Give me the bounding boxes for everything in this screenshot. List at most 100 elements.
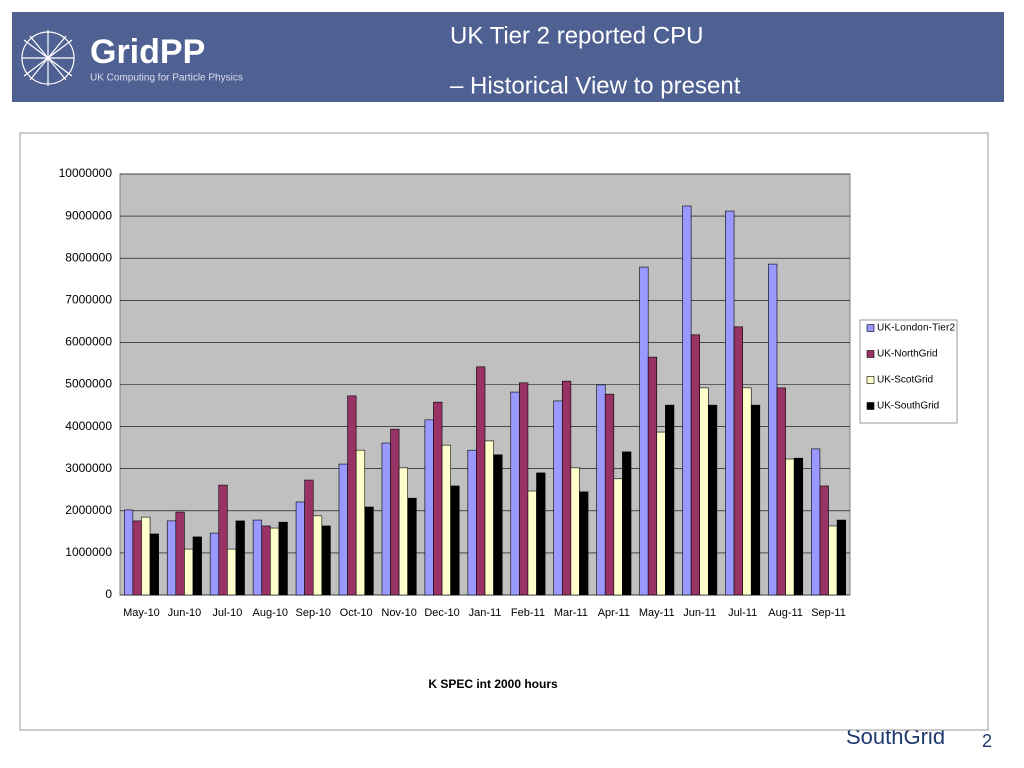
bar [433,401,443,596]
logo: GridPP [90,33,205,71]
bar [441,444,451,596]
x-tick-label: Jul-10 [212,607,242,619]
bar [768,263,778,596]
bar [227,548,237,596]
x-tick-label: Sep-10 [295,607,330,619]
x-tick-label: Jul-11 [728,607,757,619]
bar [381,442,391,596]
x-tick-label: Dec-10 [424,607,459,619]
title-line: – Historical View to present [450,72,741,99]
bar [355,449,366,596]
bar [347,395,357,596]
bar [184,548,194,596]
x-tick-label: Apr-11 [598,607,630,619]
x-tick-label: Nov-10 [381,607,416,619]
x-tick-label: Oct-10 [340,607,373,619]
bar [793,457,804,596]
bar [622,451,632,596]
bar [269,527,280,596]
bar [484,440,494,596]
bar [639,266,649,596]
bar [742,387,752,596]
bar [828,525,838,596]
bar [561,380,572,596]
bar [707,404,718,596]
logo-subtitle: UK Computing for Particle Physics [90,73,243,84]
bar [312,515,323,596]
bar [390,428,400,596]
x-tick-label: Jun-11 [683,607,716,619]
bar [321,525,331,596]
bar [493,454,503,596]
bar [776,387,786,596]
bar [750,404,761,596]
bar [278,521,288,596]
bar [785,458,795,596]
bar [166,520,177,596]
bar [527,490,537,596]
bar [665,404,675,596]
x-tick-label: Aug-11 [768,607,803,619]
bar [235,520,245,596]
y-tick-label: 4000000 [65,419,112,433]
y-tick-label: 8000000 [65,250,112,264]
bar [811,448,821,596]
bar [252,519,263,596]
bar [690,334,701,596]
title-line: UK Tier 2 reported CPU [450,22,703,49]
bar [682,205,692,596]
bar [836,519,847,596]
y-tick-label: 1000000 [65,545,112,559]
bar [733,326,743,596]
bar [467,449,477,596]
bar [579,491,589,596]
x-tick-label: Jun-10 [168,607,202,619]
bar [510,391,520,596]
legend-box [859,319,958,424]
bar [338,463,348,596]
legend-swatch [866,324,875,332]
bar [398,467,409,596]
bar [149,533,159,596]
bar [450,485,460,596]
legend-swatch [866,376,875,384]
legend-swatch [866,350,875,358]
x-tick-label: Feb-11 [511,607,545,619]
x-tick-label: May-10 [123,607,160,619]
y-tick-label: 5000000 [65,377,112,391]
y-tick-label: 0 [105,587,112,601]
bar [261,525,271,596]
bar [519,382,529,596]
y-tick-label: 2000000 [65,503,112,517]
x-tick-label: May-11 [639,607,675,619]
legend-swatch [866,402,875,410]
bar [613,478,623,596]
bar [596,384,606,596]
legend-label: UK-ScotGrid [877,375,933,386]
y-tick-label: 10000000 [59,166,113,180]
bar [192,536,202,596]
bar [553,400,563,596]
y-tick-label: 3000000 [65,461,112,475]
x-tick-label: Mar-11 [554,607,588,619]
legend-label: UK-NorthGrid [877,349,938,360]
x-tick-label: Jan-11 [469,607,502,619]
x-tick-label: Sep-11 [811,607,846,619]
bar [407,497,417,596]
x-axis-label: K SPEC int 2000 hours [428,677,558,691]
y-tick-label: 9000000 [65,208,112,222]
legend-label: UK-SouthGrid [877,401,939,412]
legend-label: UK-London-Tier2 [877,323,955,334]
bar [141,516,151,596]
page-number: 2 [982,731,992,751]
bar [218,484,228,596]
y-tick-label: 7000000 [65,292,112,306]
bar [304,479,314,596]
bar [175,511,185,596]
bar [604,393,615,596]
bar [725,210,735,596]
bar [295,501,305,596]
bar [647,356,658,596]
bar [536,472,546,596]
